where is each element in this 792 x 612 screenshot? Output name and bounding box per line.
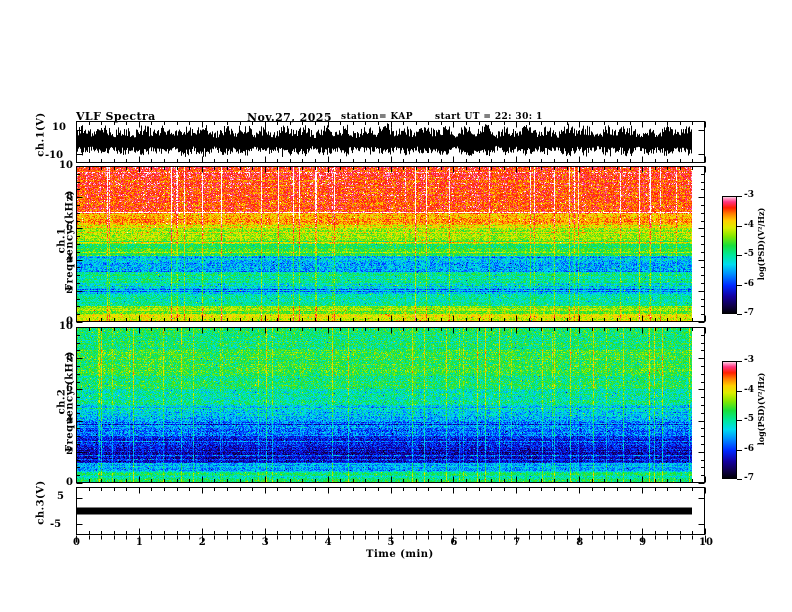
xtick-label-5: 5: [387, 537, 395, 548]
colorbar-tick-1--6: -6: [744, 443, 754, 454]
ytick-ch2-spectrogram-10: 10: [59, 321, 73, 332]
colorbar-tick-1--5: -5: [744, 414, 754, 424]
ytick-ch1-spectrogram-4: 4: [66, 253, 73, 265]
xtick-label-3: 3: [261, 537, 269, 548]
colorbar-tick-1--3: -3: [744, 355, 754, 365]
colorbar-tick-1--4: -4: [744, 384, 754, 395]
colorbar-tick-1--7: -7: [744, 473, 754, 483]
ytick-ch1-spectrogram-0: 0: [66, 316, 73, 327]
ytick-ch2-spectrogram-6: 6: [66, 383, 73, 395]
ytick-ch1-spectrogram-2: 2: [66, 284, 73, 296]
colorbar-tick-0--3: -3: [744, 190, 754, 200]
xtick-label-6: 6: [450, 537, 458, 548]
ytick-ch1-spectrogram-10: 10: [59, 160, 73, 171]
xtick-label-7: 7: [513, 537, 521, 548]
xtick-label-8: 8: [576, 537, 584, 548]
xtick-label-2: 2: [198, 537, 206, 548]
ytick-ch2-spectrogram-8: 8: [66, 352, 73, 364]
ytick-ch1-spectrogram-8: 8: [66, 191, 73, 203]
xtick-label-9: 9: [639, 537, 647, 548]
colorbar-tick-0--5: -5: [744, 249, 754, 259]
colorbar-tick-0--4: -4: [744, 219, 754, 230]
xtick-label-1: 1: [135, 537, 143, 548]
xtick-label-10: 10: [699, 537, 713, 548]
colorbar-tick-0--7: -7: [744, 308, 754, 318]
xtick-label-4: 4: [324, 537, 332, 548]
ytick-ch2-spectrogram-0: 0: [66, 477, 73, 488]
ytick-ch1-spectrogram-6: 6: [66, 222, 73, 234]
ytick-ch2-spectrogram-4: 4: [66, 414, 73, 426]
colorbar-tick-0--6: -6: [744, 278, 754, 289]
ytick-ch2-spectrogram-2: 2: [66, 445, 73, 457]
xtick-label-0: 0: [73, 537, 80, 548]
